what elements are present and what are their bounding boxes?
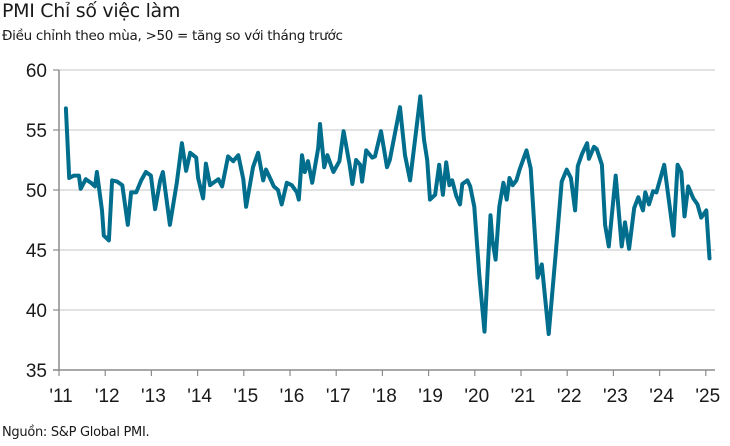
y-tick-label: 55 xyxy=(26,121,47,142)
gridlines xyxy=(59,69,715,311)
x-tick-label: '18 xyxy=(372,386,397,407)
x-tick-label: '21 xyxy=(511,386,536,407)
x-tick-label: '25 xyxy=(695,386,720,407)
x-tick-label: '17 xyxy=(326,386,351,407)
x-tick-label: '14 xyxy=(187,386,212,407)
y-tick-label: 40 xyxy=(26,301,47,322)
y-axis: 35 40 45 50 55 60 xyxy=(26,61,60,382)
chart-subtitle: Điều chỉnh theo mùa, >50 = tăng so với t… xyxy=(2,28,343,44)
x-tick-label: '11 xyxy=(49,386,72,407)
y-tick-label: 35 xyxy=(26,361,47,382)
x-tick-label: '24 xyxy=(649,386,674,407)
series-group xyxy=(63,94,712,336)
y-tick-label: 50 xyxy=(26,181,47,202)
x-tick-label: '13 xyxy=(141,386,166,407)
x-tick-label: '16 xyxy=(280,386,305,407)
series-line xyxy=(63,94,712,336)
x-tick-label: '19 xyxy=(418,386,443,407)
y-tick-label: 60 xyxy=(26,61,47,82)
source-note: Nguồn: S&P Global PMI. xyxy=(2,425,150,440)
x-axis: '11 '12 '13 '14 '15 '16 '17 '18 '19 '20 '21 '22 '23 '… xyxy=(49,369,720,407)
y-tick-label: 45 xyxy=(26,241,47,262)
x-tick-label: '23 xyxy=(603,386,628,407)
x-tick-label: '15 xyxy=(233,386,258,407)
x-tick-label: '22 xyxy=(557,386,582,407)
chart-title: PMI Chỉ số việc làm xyxy=(2,0,181,22)
x-tick-label: '12 xyxy=(95,386,120,407)
x-tick-label: '20 xyxy=(464,386,489,407)
